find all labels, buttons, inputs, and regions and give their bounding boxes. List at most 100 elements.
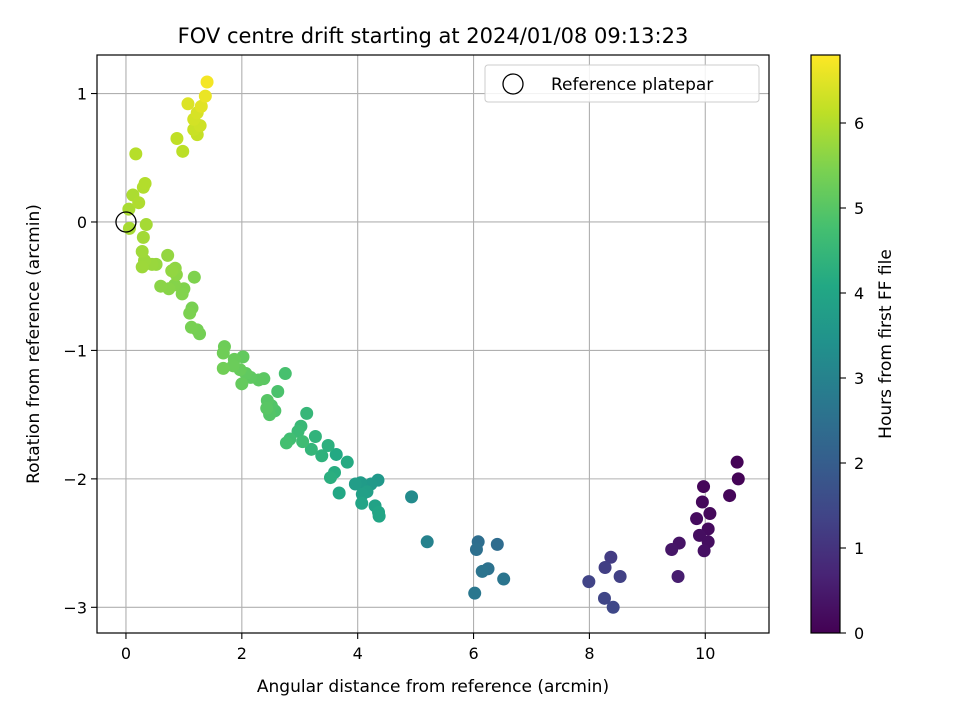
x-tick-label: 8 [584, 644, 594, 663]
y-tick-label: −1 [63, 341, 87, 360]
data-point [138, 176, 152, 190]
data-point [279, 436, 293, 450]
data-point [235, 377, 249, 391]
data-point [348, 477, 362, 491]
data-point [260, 401, 274, 415]
legend-box [484, 64, 760, 103]
data-point [135, 260, 149, 274]
data-point [176, 144, 190, 158]
data-point [139, 218, 153, 232]
data-point [278, 367, 292, 381]
x-tick-label: 2 [237, 644, 247, 663]
data-point [315, 449, 329, 463]
data-point [200, 75, 214, 89]
data-point [154, 279, 168, 293]
data-point [304, 442, 318, 456]
data-point [420, 535, 434, 549]
data-point [194, 99, 208, 113]
y-tick-label: 0 [77, 213, 87, 232]
colorbar-label: Hours from first FF file [876, 249, 896, 439]
data-point [340, 455, 354, 469]
y-axis-label: Rotation from reference (arcmin) [24, 204, 44, 484]
data-point [308, 429, 322, 443]
data-point [690, 512, 704, 526]
data-point [730, 455, 744, 469]
colorbar-tick-label: 5 [854, 199, 864, 218]
data-point [703, 507, 717, 521]
data-point [216, 361, 230, 375]
data-point [300, 406, 314, 420]
data-point [175, 287, 189, 301]
colorbar-tick-label: 1 [854, 539, 864, 558]
data-point [405, 490, 419, 504]
data-point [468, 586, 482, 600]
x-tick-label: 6 [468, 644, 478, 663]
colorbar-tick-label: 2 [854, 454, 864, 473]
data-point [372, 509, 386, 523]
y-tick-label: 1 [77, 85, 87, 104]
data-point [184, 320, 198, 334]
x-tick-label: 4 [353, 644, 363, 663]
legend: Reference platepar [484, 64, 760, 103]
data-point [606, 600, 620, 614]
reference-platepar-marker [115, 211, 137, 233]
plot-frame [96, 54, 770, 634]
data-point [697, 544, 711, 558]
x-tick-label: 0 [121, 644, 131, 663]
data-point [332, 486, 346, 500]
chart-title: FOV centre drift starting at 2024/01/08 … [178, 24, 689, 48]
scatter-points [115, 75, 745, 614]
data-point [135, 245, 149, 259]
data-point [695, 495, 709, 509]
data-point [355, 496, 369, 510]
colorbar-tick-label: 6 [854, 114, 864, 133]
data-point [723, 489, 737, 503]
data-point [216, 346, 230, 360]
data-point [598, 560, 612, 574]
data-point [490, 537, 504, 551]
x-axis-ticks: 0 2 4 6 8 10 [121, 633, 715, 663]
data-point [671, 569, 685, 583]
data-point [296, 435, 310, 449]
x-axis-label: Angular distance from reference (arcmin) [257, 677, 609, 697]
data-point [469, 543, 483, 557]
data-point [129, 147, 143, 161]
data-point [613, 569, 627, 583]
data-point [181, 97, 195, 111]
data-point [226, 359, 240, 373]
legend-entry-reference-platepar: Reference platepar [551, 75, 713, 95]
data-point [136, 230, 150, 244]
data-point [132, 196, 146, 210]
data-point [198, 89, 212, 103]
colorbar-ticks: 0 1 2 3 4 5 6 [840, 114, 864, 643]
colorbar-tick-label: 0 [854, 624, 864, 643]
data-point [582, 575, 596, 589]
colorbar-gradient [810, 54, 841, 634]
data-point [597, 591, 611, 605]
data-point [731, 472, 745, 486]
data-point [291, 424, 305, 438]
data-point [665, 543, 679, 557]
data-point [183, 306, 197, 320]
data-point [161, 248, 175, 262]
data-point [321, 438, 335, 452]
y-tick-label: −3 [63, 598, 87, 617]
colorbar-tick-label: 3 [854, 369, 864, 388]
data-point [323, 471, 337, 485]
data-point [475, 564, 489, 578]
data-point [497, 572, 511, 586]
data-point [165, 264, 179, 278]
data-point [697, 480, 711, 494]
data-point [187, 270, 201, 284]
legend-marker-reference [502, 73, 524, 95]
data-point [604, 550, 618, 564]
colorbar-tick-label: 4 [854, 284, 864, 303]
y-axis-ticks: −3 −2 −1 0 1 [63, 85, 97, 617]
y-tick-label: −2 [63, 470, 87, 489]
data-point [329, 447, 343, 461]
data-point [271, 385, 285, 399]
x-tick-label: 10 [695, 644, 715, 663]
colorbar: 0 1 2 3 4 5 6 Hours from first FF file [810, 54, 896, 643]
data-point [170, 131, 184, 145]
